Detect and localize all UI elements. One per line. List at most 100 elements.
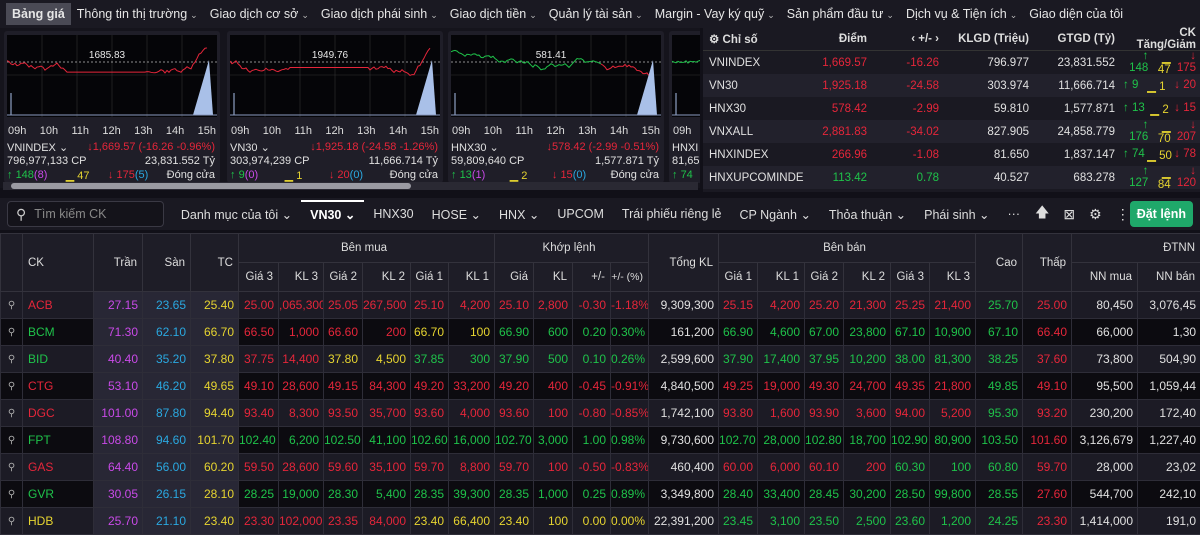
tab-vn30[interactable]: VN30 ⌄ — [301, 200, 364, 228]
column-header[interactable]: Giá — [495, 263, 534, 292]
stock-symbol[interactable]: ACB — [23, 292, 94, 319]
column-header[interactable]: Giá 3 — [239, 263, 279, 292]
index-card-hnxi[interactable]: 09h10h11h12h13h14h15hHNXI ⌄81,65↑ 74 — [669, 31, 700, 183]
settings-gear-icon[interactable]: ⚙ — [1089, 206, 1102, 223]
place-order-button[interactable]: Đặt lệnh — [1130, 201, 1193, 227]
column-header[interactable]: KL 1 — [449, 263, 495, 292]
pin-icon[interactable]: ⚲ — [1, 400, 23, 427]
column-header[interactable]: ‹ +/- › — [871, 33, 943, 45]
column-header[interactable]: NN mua — [1072, 263, 1138, 292]
index-name[interactable]: HNX30 ⌄ — [451, 141, 499, 154]
cards-scrollbar[interactable] — [3, 182, 698, 190]
stock-symbol[interactable]: HDB — [23, 508, 94, 535]
menu-item[interactable]: Margin - Vay ký quỹ⌄ — [649, 3, 781, 25]
column-header[interactable]: Giá 1 — [719, 263, 758, 292]
tab-trái-phiếu-riêng-lẻ[interactable]: Trái phiếu riêng lẻ — [613, 207, 731, 221]
stock-symbol[interactable]: CTG — [23, 373, 94, 400]
pin-icon[interactable]: ⚲ — [1, 508, 23, 535]
excel-export-icon[interactable]: ⊠ — [1063, 206, 1075, 223]
menu-item[interactable]: Sản phẩm đầu tư⌄ — [781, 3, 900, 25]
column-header[interactable]: Giá 3 — [891, 263, 930, 292]
column-header[interactable]: Giá 1 — [411, 263, 449, 292]
menu-item[interactable]: Giao dịch tiền⌄ — [444, 3, 543, 25]
column-header[interactable]: KL 2 — [363, 263, 411, 292]
column-header[interactable]: +/- (%) — [611, 263, 649, 292]
stock-symbol[interactable]: BCM — [23, 319, 94, 346]
stock-symbol[interactable]: DGC — [23, 400, 94, 427]
column-header[interactable]: Giá 2 — [324, 263, 363, 292]
column-header[interactable]: KL — [534, 263, 573, 292]
tab-hnx[interactable]: HNX ⌄ — [490, 207, 548, 222]
menu-item[interactable]: Dịch vụ & Tiện ích⌄ — [900, 3, 1023, 25]
pin-icon[interactable]: ⚲ — [1, 427, 23, 454]
column-header-low[interactable]: Thấp — [1023, 234, 1072, 292]
pin-column-header[interactable] — [1, 234, 23, 292]
column-header-san[interactable]: Sàn — [143, 234, 191, 292]
column-header-high[interactable]: Cao — [976, 234, 1023, 292]
column-header-tran[interactable]: Trần — [94, 234, 143, 292]
column-header-ck[interactable]: CK — [23, 234, 94, 292]
gear-icon[interactable]: ⚙ — [709, 34, 723, 46]
stock-symbol[interactable]: GVR — [23, 481, 94, 508]
column-header[interactable]: KL 3 — [930, 263, 976, 292]
tab-danh-mục-của-tôi[interactable]: Danh mục của tôi ⌄ — [172, 207, 301, 222]
arrow-up-icon[interactable]: 🡅 — [1035, 202, 1049, 226]
column-header[interactable]: NN bán — [1138, 263, 1200, 292]
pin-icon[interactable]: ⚲ — [1, 481, 23, 508]
menu-item[interactable]: Bảng giá — [6, 3, 71, 25]
scrollbar-thumb[interactable] — [11, 183, 411, 189]
tab-cp-ngành[interactable]: CP Ngành ⌄ — [731, 207, 820, 222]
index-name[interactable]: VNINDEX ⌄ — [7, 141, 68, 154]
tab-hnx30[interactable]: HNX30 — [364, 207, 422, 221]
column-header[interactable]: KL 3 — [279, 263, 324, 292]
stock-symbol[interactable]: FPT — [23, 427, 94, 454]
column-group-sell[interactable]: Bên bán — [719, 234, 976, 263]
menu-item[interactable]: Giao dịch cơ sở⌄ — [204, 3, 315, 25]
column-header[interactable]: +/- — [573, 263, 611, 292]
tab-phái-sinh[interactable]: Phái sinh ⌄ — [915, 207, 998, 222]
pin-icon[interactable]: ⚲ — [1, 292, 23, 319]
stock-symbol[interactable]: BID — [23, 346, 94, 373]
menu-item[interactable]: Giao dịch phái sinh⌄ — [315, 3, 444, 25]
column-group-foreign[interactable]: ĐTNN — [1072, 234, 1200, 263]
menu-item[interactable]: Quản lý tài sản⌄ — [543, 3, 649, 25]
more-vertical-icon[interactable]: ⋮ — [1116, 206, 1130, 223]
column-header-total-volume[interactable]: Tổng KL — [649, 234, 719, 292]
stock-symbol[interactable]: GAS — [23, 454, 94, 481]
column-header[interactable]: KL 2 — [844, 263, 891, 292]
index-name[interactable]: VN30 ⌄ — [230, 141, 270, 154]
pin-icon[interactable]: ⚲ — [1, 373, 23, 400]
column-header[interactable]: KL 1 — [758, 263, 805, 292]
column-header[interactable]: Giá 2 — [805, 263, 844, 292]
column-group-buy[interactable]: Bên mua — [239, 234, 495, 263]
index-name[interactable]: HNXI ⌄ — [672, 141, 700, 154]
pin-icon[interactable]: ⚲ — [1, 454, 23, 481]
tab-thỏa-thuận[interactable]: Thỏa thuận ⌄ — [820, 207, 915, 222]
column-group-match[interactable]: Khớp lệnh — [495, 234, 649, 263]
search-input[interactable]: ⚲Tìm kiếm CK — [7, 201, 164, 227]
menu-item[interactable]: Giao diện của tôi — [1023, 3, 1129, 25]
pin-icon[interactable]: ⚲ — [1, 346, 23, 373]
menu-item[interactable]: Thông tin thị trường⌄ — [71, 3, 204, 25]
tab-upcom[interactable]: UPCOM — [548, 207, 613, 221]
column-header-tc[interactable]: TC — [191, 234, 239, 292]
tab-hose[interactable]: HOSE ⌄ — [423, 207, 490, 222]
